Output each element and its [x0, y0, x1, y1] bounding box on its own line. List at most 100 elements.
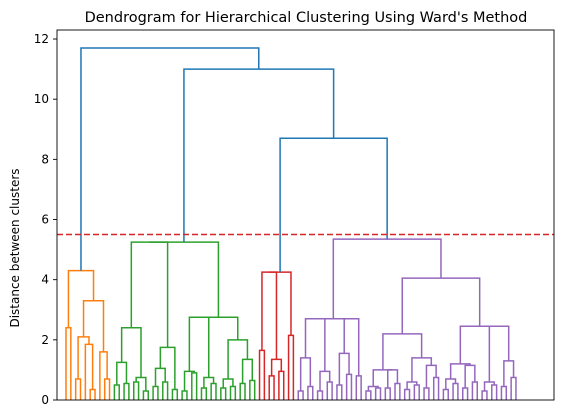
link-r6 — [287, 334, 295, 400]
link-r5 — [261, 271, 278, 360]
link-g5 — [142, 390, 150, 400]
link-p30 — [445, 378, 457, 390]
chart-title: Dendrogram for Hierarchical Clustering U… — [85, 10, 528, 26]
link-p16 — [384, 387, 391, 400]
link-p19 — [372, 369, 393, 387]
link-p5 — [326, 381, 333, 400]
link-p23 — [423, 387, 430, 400]
link-r1 — [258, 349, 266, 400]
link-p33 — [464, 364, 476, 388]
link-p32 — [471, 381, 479, 400]
link-p34 — [449, 363, 471, 379]
link-p43 — [401, 277, 481, 334]
link-p18 — [387, 369, 399, 388]
link-R — [269, 271, 292, 336]
link-p29 — [452, 382, 459, 400]
link-p39 — [510, 376, 517, 400]
y-tick-label-4: 4 — [41, 273, 49, 287]
link-o4 — [84, 343, 94, 400]
link-g3 — [116, 361, 128, 385]
link-p4 — [316, 390, 324, 400]
link-p36 — [491, 384, 498, 400]
link-p14 — [374, 387, 382, 400]
link-g7 — [120, 327, 142, 378]
link-o5 — [103, 378, 111, 400]
link-p11 — [355, 375, 362, 400]
link-g9 — [162, 381, 169, 400]
link-O — [67, 269, 95, 328]
link-p35 — [481, 390, 488, 400]
link-p13 — [365, 390, 372, 400]
link-g13 — [130, 241, 169, 348]
link-p25 — [425, 364, 437, 388]
link-p9 — [345, 373, 353, 400]
link-p31 — [461, 387, 469, 400]
link-r3 — [278, 370, 285, 400]
link-g11 — [171, 388, 179, 400]
link-g16 — [183, 370, 195, 391]
link-r4 — [270, 358, 283, 376]
link-p24 — [432, 376, 440, 400]
link-p6 — [319, 370, 331, 391]
link-P — [332, 238, 442, 319]
link-p7 — [304, 318, 326, 372]
link-g19 — [203, 376, 215, 388]
link-g2 — [123, 382, 130, 400]
link-p20 — [403, 388, 411, 400]
y-axis-label: Distance between clusters — [8, 168, 22, 327]
link-g22 — [229, 385, 237, 400]
link-p26 — [411, 357, 433, 382]
link-o6 — [99, 351, 108, 400]
link-g25 — [249, 379, 256, 400]
link-g14 — [181, 390, 188, 400]
link-p10 — [338, 352, 350, 385]
link-p41 — [488, 325, 510, 382]
link-g1 — [113, 384, 120, 400]
y-tick-label-12: 12 — [34, 32, 49, 46]
link-p1 — [297, 390, 304, 400]
link-p38 — [500, 385, 508, 400]
link-g28 — [199, 316, 239, 340]
link-o3 — [89, 388, 96, 400]
link-p28 — [442, 388, 449, 400]
link-g4 — [132, 381, 140, 400]
y-tick-label-0: 0 — [41, 393, 49, 407]
link-g12 — [159, 346, 176, 390]
link-g10 — [154, 367, 166, 387]
link-B2 — [183, 68, 335, 243]
link-p8 — [336, 384, 343, 400]
link-r2 — [268, 375, 275, 400]
link-p17 — [394, 382, 401, 400]
link-g8 — [152, 385, 159, 400]
dendrogram-links — [65, 47, 517, 400]
y-tick-label-8: 8 — [41, 152, 49, 166]
link-G — [149, 241, 220, 318]
link-o2 — [74, 378, 82, 400]
link-g15 — [191, 372, 198, 400]
link-p40 — [503, 360, 515, 387]
y-tick-label-6: 6 — [41, 213, 49, 227]
link-B1 — [279, 137, 388, 273]
link-g6 — [135, 376, 147, 391]
link-p42 — [459, 325, 500, 364]
link-g20 — [188, 316, 210, 378]
link-o1 — [65, 327, 72, 400]
link-g18 — [210, 382, 217, 400]
link-g24 — [239, 382, 246, 400]
link-p27 — [382, 333, 423, 370]
plot-frame — [56, 29, 555, 401]
link-p22 — [406, 381, 418, 390]
y-tick-label-2: 2 — [41, 333, 49, 347]
link-p2 — [307, 385, 314, 400]
link-g21 — [220, 387, 227, 400]
link-o8 — [82, 299, 105, 352]
link-p21 — [413, 384, 420, 400]
link-g17 — [200, 387, 208, 400]
axes: 0 2 4 6 8 10 12 — [34, 29, 555, 407]
link-p37 — [483, 381, 495, 391]
y-tick-label-10: 10 — [34, 92, 49, 106]
link-o7 — [77, 336, 90, 379]
link-ROOT — [80, 47, 260, 271]
